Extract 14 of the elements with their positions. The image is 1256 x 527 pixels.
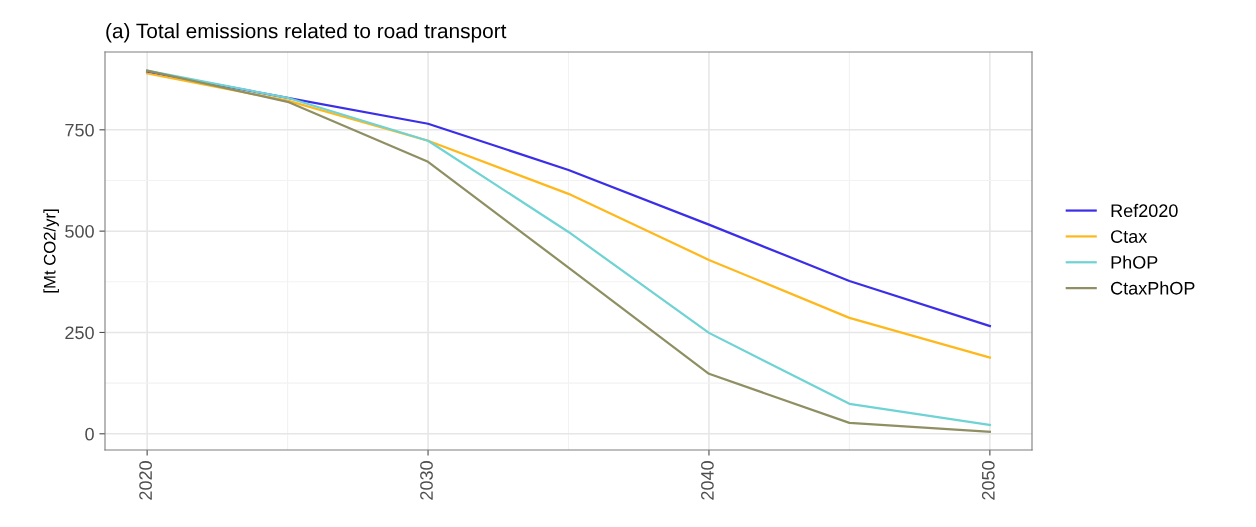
legend-label: PhOP [1111,255,1158,269]
y-axis-title: [Mt CO2/yr] [43,209,59,293]
x-tick-label: 2020 [139,461,152,500]
x-tick-label: 2030 [420,461,433,500]
legend-label: CtaxPhOP [1111,281,1195,295]
legend-label: Ref2020 [1111,203,1178,218]
y-tick-label: 0 [85,427,94,441]
y-tick-label: 500 [65,225,94,238]
legend-label: Ctax [1111,230,1148,243]
y-tick-label: 250 [65,326,94,340]
y-tick-label: 750 [65,123,94,137]
chart-title: (a) Total emissions related to road transport [106,23,507,43]
x-tick-label: 2050 [981,461,995,500]
x-tick-label: 2040 [701,461,714,500]
